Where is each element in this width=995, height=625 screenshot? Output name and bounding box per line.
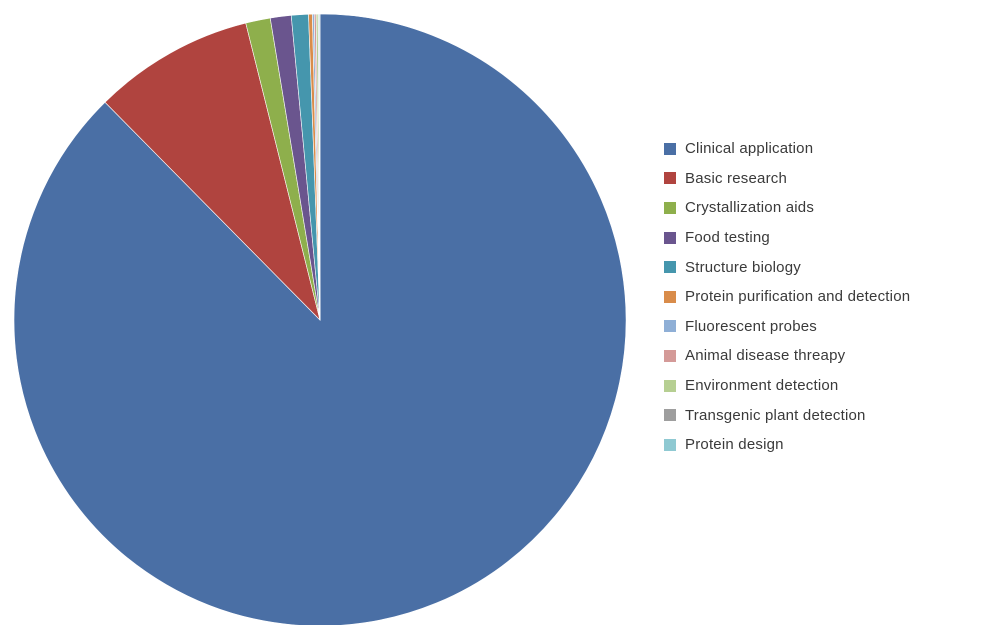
legend-item: Crystallization aids <box>664 193 910 223</box>
legend-item: Environment detection <box>664 371 910 401</box>
legend-item: Animal disease threapy <box>664 341 910 371</box>
legend-label: Structure biology <box>685 258 801 276</box>
legend-label: Protein purification and detection <box>685 288 911 306</box>
pie-slice-protein-design <box>318 13 321 321</box>
legend-label: Environment detection <box>685 377 839 395</box>
pie-slice-basic-research <box>104 22 321 321</box>
legend: Clinical application Basic research Crysta… <box>664 134 910 460</box>
legend-label: Fluorescent probes <box>685 317 818 335</box>
legend-item: Protein purification and detection <box>664 282 910 312</box>
legend-swatch <box>664 438 676 451</box>
legend-label: Basic research <box>685 169 788 187</box>
legend-swatch <box>664 290 676 303</box>
legend-item: Basic research <box>664 164 910 194</box>
legend-item: Transgenic plant detection <box>664 400 910 430</box>
legend-swatch <box>664 172 676 185</box>
legend-label: Transgenic plant detection <box>685 406 866 424</box>
legend-item: Structure biology <box>664 252 910 282</box>
legend-swatch <box>664 409 676 422</box>
legend-label: Clinical application <box>685 140 814 158</box>
legend-label: Animal disease threapy <box>685 347 846 365</box>
legend-item: Protein design <box>664 430 910 460</box>
legend-label: Crystallization aids <box>685 199 815 217</box>
legend-item: Clinical application <box>664 134 910 164</box>
legend-swatch <box>664 231 676 244</box>
legend-swatch <box>664 201 676 214</box>
legend-swatch <box>664 261 676 274</box>
legend-swatch <box>664 349 676 362</box>
legend-swatch <box>664 142 676 155</box>
legend-label: Protein design <box>685 436 784 454</box>
legend-swatch <box>664 379 676 392</box>
legend-item: Fluorescent probes <box>664 312 910 342</box>
legend-label: Food testing <box>685 229 770 247</box>
legend-swatch <box>664 320 676 333</box>
legend-item: Food testing <box>664 223 910 253</box>
